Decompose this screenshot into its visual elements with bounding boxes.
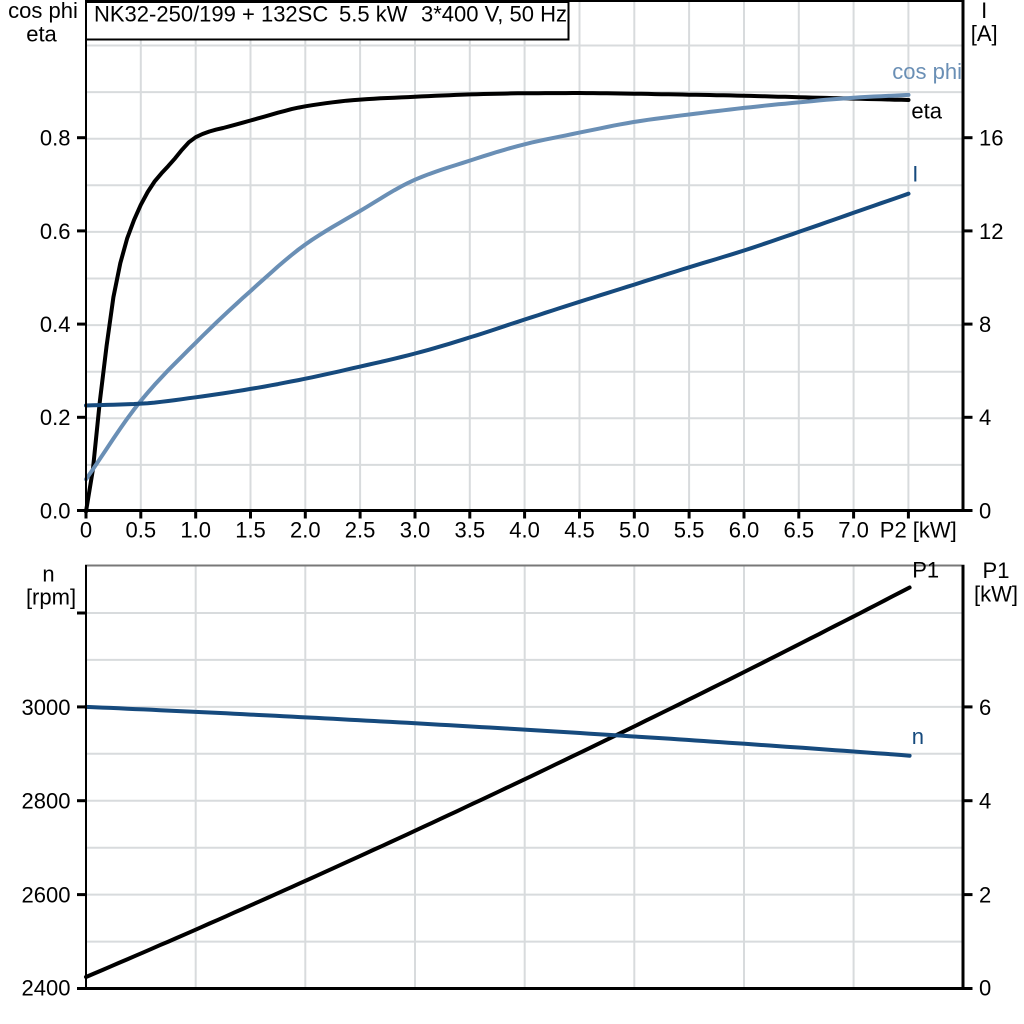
- svg-text:3*400 V, 50 Hz: 3*400 V, 50 Hz: [421, 2, 567, 27]
- svg-text:NK32-250/199 + 132SC: NK32-250/199 + 132SC: [94, 2, 328, 27]
- svg-text:5.0: 5.0: [619, 518, 650, 543]
- svg-text:P2 [kW]: P2 [kW]: [880, 518, 957, 543]
- svg-text:0.0: 0.0: [40, 498, 71, 523]
- svg-text:3.0: 3.0: [400, 518, 431, 543]
- svg-text:7.0: 7.0: [838, 518, 869, 543]
- svg-text:cos phi: cos phi: [8, 0, 78, 23]
- svg-text:2800: 2800: [22, 789, 71, 814]
- svg-text:0: 0: [80, 518, 92, 543]
- svg-text:0.6: 0.6: [40, 219, 71, 244]
- svg-text:eta: eta: [26, 21, 57, 46]
- svg-text:eta: eta: [911, 99, 942, 124]
- svg-text:0: 0: [979, 498, 991, 523]
- svg-text:4.0: 4.0: [509, 518, 540, 543]
- svg-text:P1: P1: [912, 558, 939, 583]
- svg-text:0.5: 0.5: [126, 518, 157, 543]
- svg-text:2.0: 2.0: [290, 518, 321, 543]
- svg-text:6.0: 6.0: [729, 518, 760, 543]
- svg-text:2.5: 2.5: [345, 518, 376, 543]
- svg-text:4.5: 4.5: [564, 518, 595, 543]
- svg-text:2: 2: [979, 883, 991, 908]
- svg-text:3.5: 3.5: [455, 518, 486, 543]
- svg-text:6: 6: [979, 695, 991, 720]
- svg-text:[rpm]: [rpm]: [26, 585, 76, 610]
- svg-text:n: n: [912, 724, 924, 749]
- svg-text:n: n: [42, 562, 54, 587]
- svg-text:[kW]: [kW]: [974, 582, 1018, 607]
- svg-text:5.5: 5.5: [674, 518, 705, 543]
- svg-text:5.5 kW: 5.5 kW: [339, 2, 408, 27]
- svg-text:16: 16: [979, 126, 1003, 151]
- svg-text:[A]: [A]: [971, 21, 998, 46]
- svg-text:cos phi: cos phi: [892, 59, 962, 84]
- svg-text:4: 4: [979, 405, 991, 430]
- svg-text:0.4: 0.4: [40, 312, 71, 337]
- svg-text:3000: 3000: [22, 695, 71, 720]
- svg-text:2400: 2400: [22, 975, 71, 1000]
- svg-text:4: 4: [979, 789, 991, 814]
- svg-text:2600: 2600: [22, 883, 71, 908]
- svg-text:8: 8: [979, 312, 991, 337]
- svg-text:1.0: 1.0: [180, 518, 211, 543]
- svg-text:6.5: 6.5: [784, 518, 815, 543]
- svg-text:P1: P1: [983, 558, 1010, 583]
- svg-text:0.2: 0.2: [40, 405, 71, 430]
- svg-text:0: 0: [979, 975, 991, 1000]
- svg-text:12: 12: [979, 219, 1003, 244]
- svg-text:I: I: [912, 162, 918, 187]
- svg-text:1.5: 1.5: [235, 518, 266, 543]
- svg-text:I: I: [981, 0, 987, 23]
- svg-text:0.8: 0.8: [40, 126, 71, 151]
